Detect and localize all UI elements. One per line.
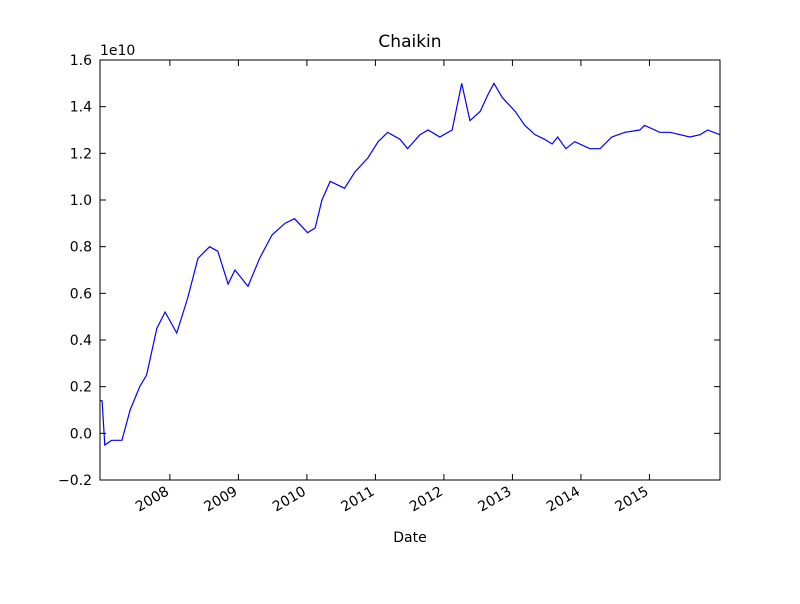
data-line [100,82,721,447]
y-tick-label: 1.4 [70,100,92,116]
plot-frame [99,59,721,481]
y-tick-label: 0.6 [70,286,92,302]
y-tick-label: 0.0 [70,426,92,442]
y-tick-label: 0.2 [70,380,92,396]
y-tick-label: 1.0 [70,193,92,209]
x-tick-label: 2012 [407,484,446,516]
x-tick-label: 2013 [476,484,515,516]
y-offset-label: 1e10 [100,43,135,59]
x-tick-label: 2011 [339,484,378,516]
y-tick-label: 1.2 [70,146,92,162]
x-tick-label: 2009 [202,484,241,516]
y-tick-label: 0.4 [70,333,92,349]
y-tick-label: −0.2 [58,473,92,489]
x-tick-label: 2008 [133,484,172,516]
y-tick-label: 0.8 [70,240,92,256]
x-tick-label: 2015 [613,484,652,516]
x-tick-label: 2014 [544,484,583,516]
chart-title: Chaikin [378,32,441,52]
y-tick-label: 1.6 [70,53,92,69]
x-axis-label: Date [393,530,426,546]
x-tick-label: 2010 [270,484,309,516]
